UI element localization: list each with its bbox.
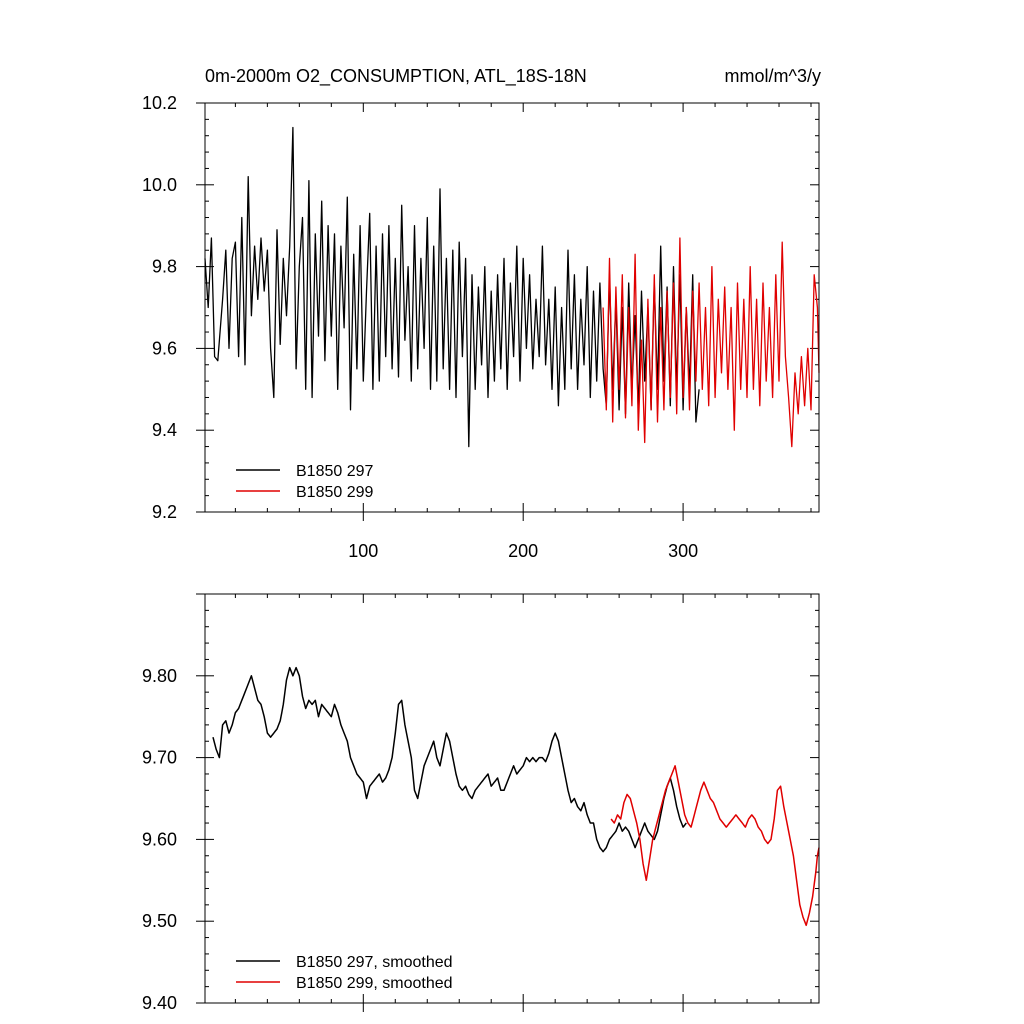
top-panel: 0m-2000m O2_CONSUMPTION, ATL_18S-18N mmo… [142,66,821,561]
series-line-b1850-299 [602,237,820,448]
top-panel-units: mmol/m^3/y [725,66,821,86]
x-tick-label: 300 [668,541,698,561]
legend-label-b1850-297-smoothed: B1850 297, smoothed [296,954,453,971]
bottom-panel-legend: B1850 297, smoothed B1850 299, smoothed [236,954,453,992]
bottom-panel-ticks [196,593,819,1012]
series-line-b1850-299-smoothed [610,765,820,927]
y-tick-label: 9.60 [142,829,177,849]
bottom-panel-tick-labels: 9.40 9.50 9.60 9.70 9.80 [142,666,177,1013]
legend-label-b1850-299-smoothed: B1850 299, smoothed [296,975,453,992]
x-tick-label: 200 [508,541,538,561]
y-tick-label: 9.4 [152,420,177,440]
y-tick-label: 9.2 [152,502,177,522]
top-panel-series [204,126,820,448]
y-tick-label: 9.8 [152,257,177,277]
y-tick-label: 10.0 [142,175,177,195]
y-tick-label: 10.2 [142,93,177,113]
top-panel-tick-labels: 100 200 300 9.2 9.4 9.6 9.8 10.0 10.2 [142,93,698,561]
y-tick-label: 9.6 [152,338,177,358]
bottom-panel-frame [204,593,820,1004]
y-tick-label: 9.80 [142,666,177,686]
legend-label-b1850-299: B1850 299 [296,484,374,501]
top-panel-legend: B1850 297 B1850 299 [236,463,374,501]
top-panel-title: 0m-2000m O2_CONSUMPTION, ATL_18S-18N [205,66,587,87]
bottom-panel: 9.40 9.50 9.60 9.70 9.80 B1850 297, smoothed… [142,593,820,1013]
series-line-b1850-297-smoothed [212,666,687,853]
y-tick-label: 9.70 [142,748,177,768]
y-tick-label: 9.40 [142,993,177,1013]
y-tick-label: 9.50 [142,911,177,931]
legend-label-b1850-297: B1850 297 [296,463,374,480]
top-panel-frame [204,102,820,513]
bottom-panel-series [212,666,820,927]
x-tick-label: 100 [348,541,378,561]
